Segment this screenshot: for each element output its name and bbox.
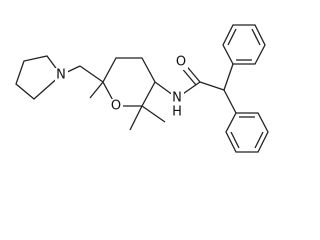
- atom-label: N: [56, 68, 66, 83]
- atom-label: N: [172, 91, 182, 106]
- structure-diagram: N O N H O: [15, 24, 269, 153]
- aromatic-bond: [251, 28, 261, 46]
- atom-label: H: [172, 105, 182, 120]
- phenyl-ring: [222, 24, 266, 65]
- bonds: [15, 24, 269, 153]
- methyl-bond: [89, 81, 104, 99]
- label-bg: [171, 91, 184, 106]
- label-bg: [110, 99, 123, 114]
- page: N O N H O (() => { const data = JSON.par…: [15, 24, 269, 153]
- pyrrolidine-ring: [15, 55, 62, 100]
- label-bg: [55, 68, 68, 83]
- atom-label: O: [111, 99, 121, 114]
- aromatic-bond: [230, 131, 240, 149]
- bond: [199, 81, 225, 91]
- label-bg: [175, 55, 188, 70]
- atom-labels: N O N H O: [55, 55, 188, 120]
- methyl-bond: [129, 105, 143, 131]
- phenyl-ring: [225, 112, 269, 153]
- bond: [223, 89, 237, 114]
- bond: [223, 63, 234, 91]
- aromatic-bond: [254, 131, 264, 149]
- methyl-bond: [141, 105, 166, 123]
- bond: [79, 65, 104, 83]
- aromatic-bond: [227, 28, 237, 46]
- atom-label: O: [176, 55, 186, 70]
